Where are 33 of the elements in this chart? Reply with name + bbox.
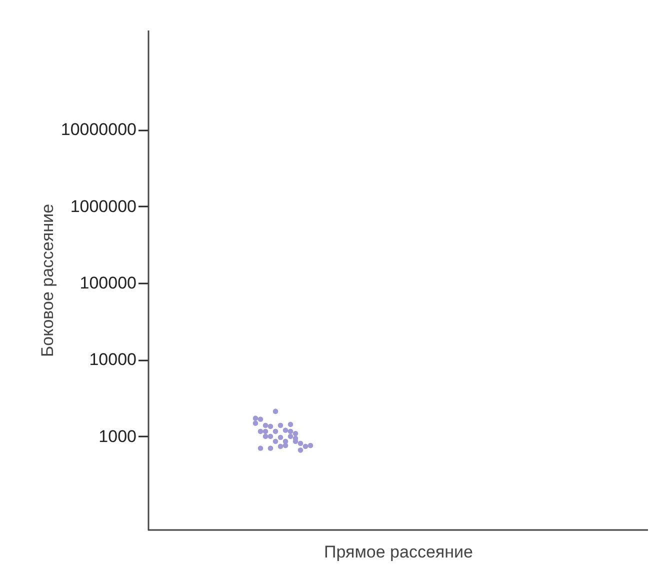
point xyxy=(252,416,258,421)
point xyxy=(278,444,284,450)
point xyxy=(292,430,298,436)
point xyxy=(278,434,284,440)
point xyxy=(262,422,268,428)
point xyxy=(258,446,264,451)
point xyxy=(252,420,258,426)
point xyxy=(288,434,294,439)
point xyxy=(272,438,278,444)
point xyxy=(302,444,308,450)
point xyxy=(268,446,274,451)
point xyxy=(262,434,268,439)
point xyxy=(272,428,278,434)
point xyxy=(298,440,304,446)
y-tick-label: 100000 xyxy=(80,274,136,293)
point xyxy=(258,428,264,434)
point xyxy=(278,422,284,428)
point xyxy=(268,434,274,439)
point xyxy=(268,424,274,429)
point xyxy=(308,442,314,448)
point xyxy=(288,422,294,428)
point xyxy=(262,428,268,434)
x-axis-title: Прямое рассеяние xyxy=(324,542,473,562)
y-tick-label: 10000 xyxy=(89,350,136,370)
point xyxy=(272,408,278,414)
y-axis-title: Боковое рассеяние xyxy=(38,204,57,358)
y-tick-label: 1000 xyxy=(98,426,136,446)
point xyxy=(282,428,288,433)
point xyxy=(288,428,294,434)
y-tick-label: 10000000 xyxy=(60,120,136,140)
point xyxy=(258,416,264,422)
y-tick-label: 1000000 xyxy=(70,196,136,216)
point xyxy=(298,448,304,453)
